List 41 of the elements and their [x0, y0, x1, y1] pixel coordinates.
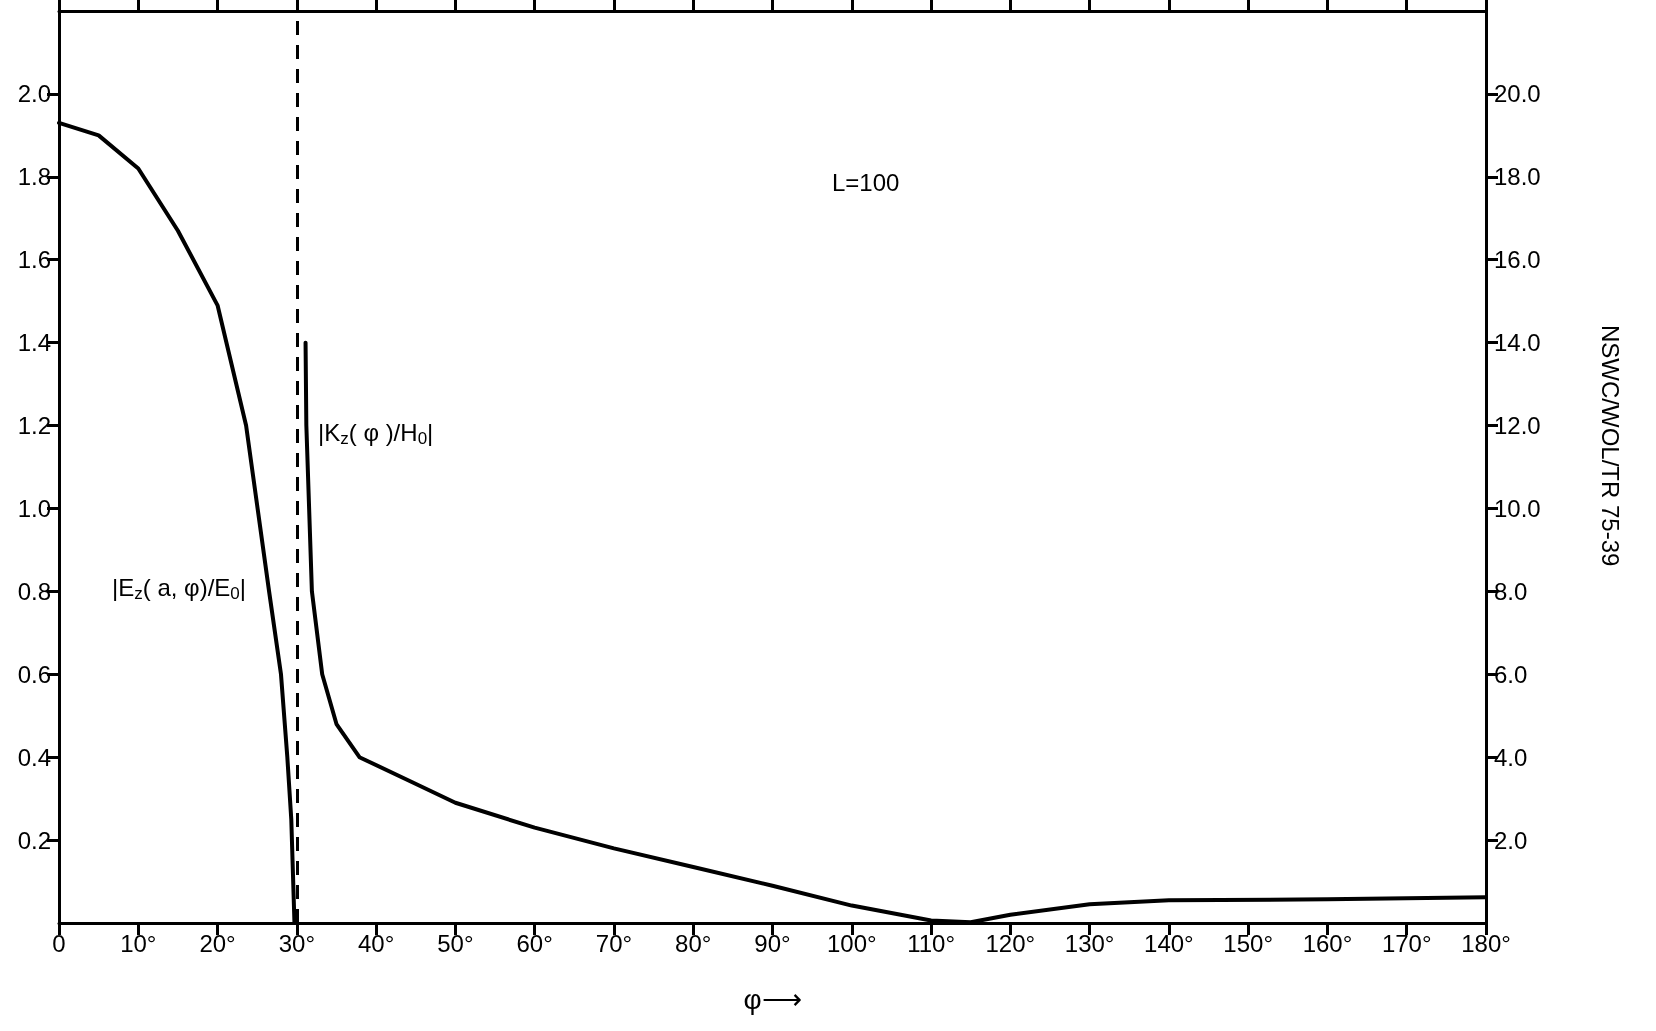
x-tick-label: 0: [52, 929, 66, 957]
x-tick-label: 100°: [826, 929, 877, 957]
x-tick-label: 10°: [120, 929, 157, 957]
y2-tick-label: 8.0: [1494, 577, 1528, 605]
x-tick-label: 130°: [1064, 929, 1115, 957]
y2-tick-label: 16.0: [1494, 246, 1541, 274]
y2-tick-label: 10.0: [1494, 494, 1541, 522]
x-tick-label: 110°: [907, 929, 955, 957]
x-tick-label: 90°: [754, 929, 791, 957]
x-tick-label: 50°: [437, 929, 474, 957]
x-tick-label: 20°: [199, 929, 236, 957]
x-tick-label: 170°: [1381, 929, 1432, 957]
y2-tick-label: 20.0: [1494, 80, 1541, 108]
x-tick-label: 80°: [675, 929, 712, 957]
x-tick-label: 120°: [985, 929, 1036, 957]
y2-tick-label: 4.0: [1494, 743, 1528, 771]
y2-tick-label: 18.0: [1494, 163, 1541, 191]
y-tick-label: 2.0: [17, 80, 51, 108]
x-tick-label: 40°: [357, 929, 395, 957]
x-tick-label: 150°: [1223, 929, 1273, 957]
y-tick-label: 0.8: [17, 577, 51, 605]
x-tick-label: 60°: [516, 929, 553, 957]
y2-tick-label: 14.0: [1494, 329, 1541, 357]
x-axis-title: φ⟶: [743, 983, 802, 1015]
x-tick-label: 140°: [1144, 929, 1194, 957]
x-tick-label: 160°: [1302, 929, 1353, 957]
y2-tick-label: 2.0: [1494, 826, 1528, 854]
x-tick-label: 30°: [278, 929, 315, 957]
y-tick-label: 0.2: [17, 826, 51, 854]
y-tick-label: 0.4: [17, 743, 51, 771]
y-tick-label: 0.6: [17, 660, 51, 688]
x-tick-label: 70°: [595, 929, 633, 957]
y-tick-label: 1.8: [17, 163, 51, 191]
y-tick-label: 1.2: [17, 412, 51, 440]
y-tick-label: 1.0: [17, 494, 51, 522]
text: NSWC/WOL/TR 75-39: [1596, 325, 1624, 567]
x-tick-label: 180°: [1461, 929, 1511, 957]
y2-tick-label: 12.0: [1494, 412, 1541, 440]
annotation: L=100: [832, 168, 900, 196]
y-tick-label: 1.4: [17, 329, 51, 357]
y-tick-label: 1.6: [17, 246, 51, 274]
